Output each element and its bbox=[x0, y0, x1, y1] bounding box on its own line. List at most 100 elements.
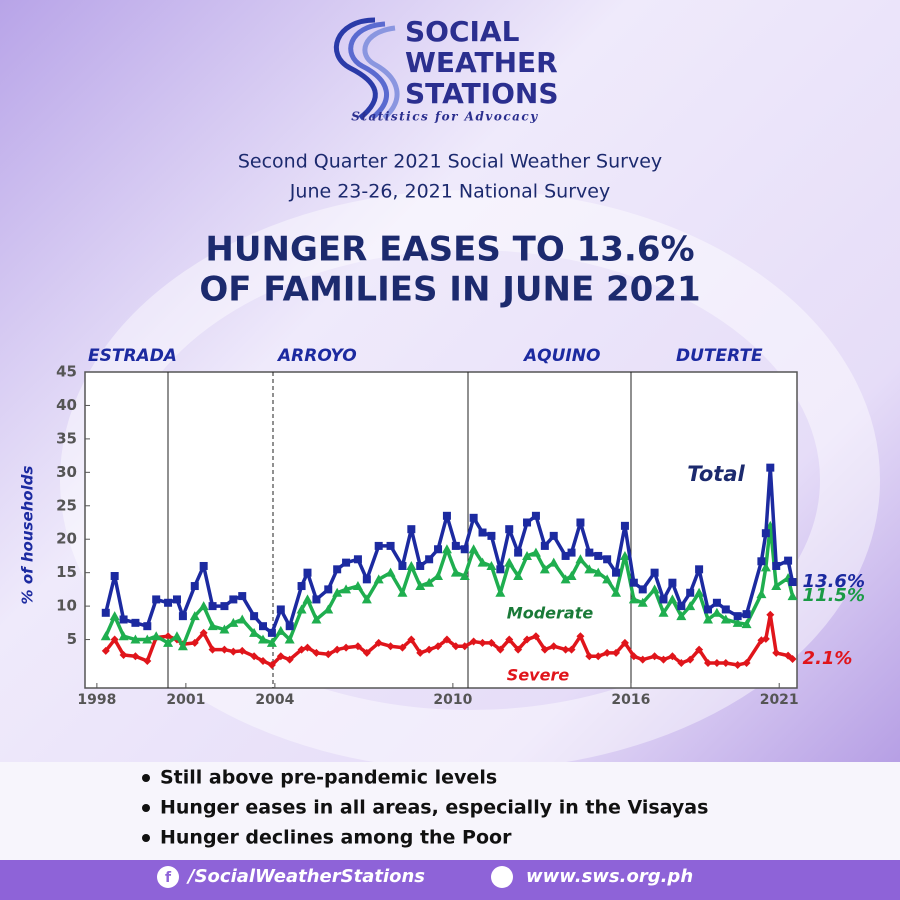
logo-tagline: Statistics for Advocacy bbox=[351, 110, 538, 124]
marker bbox=[259, 656, 267, 665]
marker bbox=[118, 631, 129, 641]
marker bbox=[594, 551, 603, 560]
marker bbox=[567, 548, 576, 557]
marker bbox=[704, 658, 712, 667]
marker bbox=[733, 660, 742, 669]
facebook-glyph: f bbox=[165, 870, 172, 886]
marker bbox=[416, 561, 425, 570]
marker bbox=[131, 618, 140, 627]
marker bbox=[694, 587, 705, 597]
logo-text: SOCIAL bbox=[405, 15, 520, 48]
marker bbox=[258, 634, 268, 644]
marker bbox=[540, 541, 549, 550]
era-label: DUTERTE bbox=[676, 346, 763, 366]
marker bbox=[237, 614, 248, 624]
marker bbox=[504, 557, 515, 567]
marker bbox=[650, 568, 659, 577]
marker bbox=[496, 565, 505, 574]
marker bbox=[703, 614, 713, 624]
marker bbox=[495, 587, 506, 597]
footer-facebook[interactable]: /SocialWeatherStations bbox=[186, 866, 425, 887]
marker bbox=[478, 528, 487, 537]
marker bbox=[152, 595, 161, 604]
facebook-icon bbox=[157, 866, 179, 888]
marker bbox=[441, 544, 452, 554]
marker bbox=[772, 648, 781, 657]
marker bbox=[296, 604, 307, 614]
marker bbox=[594, 652, 603, 661]
marker bbox=[324, 650, 333, 659]
marker bbox=[766, 610, 775, 619]
y-tick-label: 45 bbox=[56, 363, 77, 381]
footer-website[interactable]: www.sws.org.ph bbox=[526, 866, 693, 887]
marker bbox=[101, 646, 110, 655]
marker bbox=[469, 637, 478, 646]
marker bbox=[373, 574, 384, 584]
marker bbox=[523, 635, 532, 644]
series-label: Total bbox=[687, 462, 745, 486]
marker bbox=[496, 645, 505, 654]
marker bbox=[238, 646, 247, 655]
marker bbox=[238, 592, 247, 601]
marker bbox=[477, 557, 488, 567]
marker bbox=[629, 578, 638, 587]
y-tick-label: 15 bbox=[56, 563, 77, 581]
marker bbox=[119, 650, 128, 659]
marker bbox=[760, 562, 771, 572]
marker bbox=[603, 648, 612, 657]
marker bbox=[712, 598, 721, 607]
marker bbox=[612, 648, 621, 657]
marker bbox=[434, 642, 443, 651]
marker bbox=[190, 582, 199, 591]
marker bbox=[676, 611, 687, 621]
marker bbox=[460, 545, 469, 554]
marker bbox=[522, 550, 533, 560]
marker bbox=[189, 611, 200, 621]
marker bbox=[637, 597, 648, 607]
marker bbox=[442, 635, 451, 644]
marker bbox=[478, 638, 487, 647]
marker bbox=[659, 595, 668, 604]
marker bbox=[220, 645, 229, 654]
marker bbox=[353, 642, 362, 651]
marker bbox=[374, 541, 383, 550]
marker bbox=[788, 578, 797, 587]
marker bbox=[721, 605, 730, 614]
bullet: Still above pre-pandemic levels bbox=[160, 767, 497, 789]
marker bbox=[720, 614, 731, 624]
marker bbox=[100, 631, 111, 641]
marker bbox=[585, 652, 594, 661]
marker bbox=[199, 561, 208, 570]
marker bbox=[259, 622, 267, 631]
bullet-dot bbox=[142, 834, 150, 842]
marker bbox=[686, 588, 695, 597]
marker bbox=[561, 551, 570, 560]
marker bbox=[275, 625, 286, 635]
y-tick-label: 10 bbox=[56, 597, 77, 615]
series-label: Moderate bbox=[507, 604, 594, 623]
y-tick-label: 20 bbox=[56, 530, 77, 548]
marker bbox=[585, 548, 594, 557]
marker bbox=[611, 587, 622, 597]
marker bbox=[450, 567, 461, 577]
marker bbox=[667, 594, 678, 604]
marker bbox=[677, 602, 686, 611]
marker bbox=[602, 574, 613, 584]
marker bbox=[530, 547, 541, 557]
marker bbox=[649, 584, 660, 594]
marker bbox=[540, 645, 549, 654]
marker bbox=[110, 635, 119, 644]
marker bbox=[677, 658, 686, 667]
footer-bar bbox=[0, 860, 900, 900]
marker bbox=[469, 513, 478, 522]
marker bbox=[228, 617, 239, 627]
marker bbox=[685, 601, 696, 611]
marker bbox=[190, 638, 199, 647]
marker bbox=[757, 557, 766, 566]
marker bbox=[593, 567, 604, 577]
subtitle: June 23-26, 2021 National Survey bbox=[289, 181, 610, 203]
marker bbox=[249, 627, 260, 637]
marker bbox=[629, 652, 638, 661]
